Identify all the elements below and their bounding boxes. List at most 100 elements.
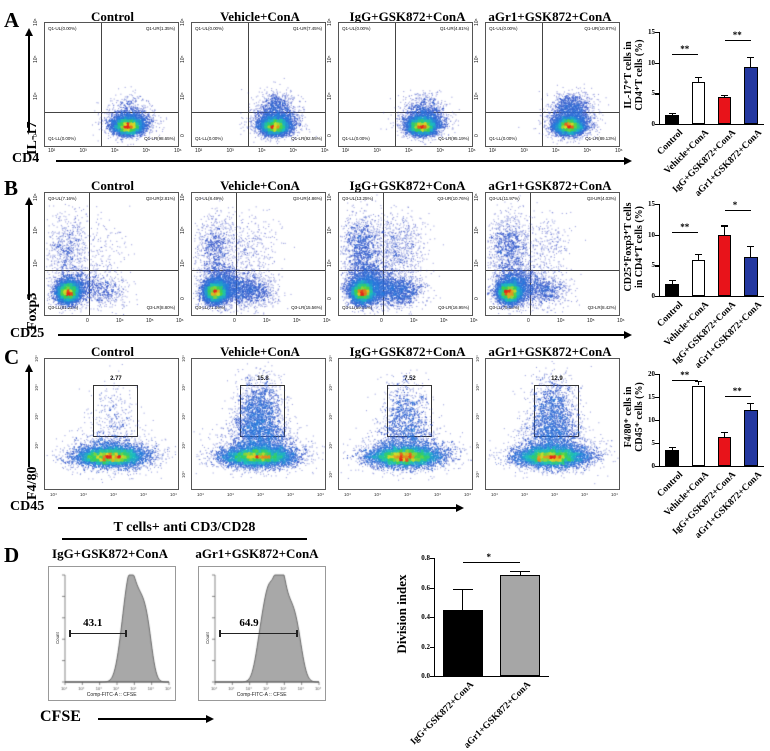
chart-y-tick [655,93,659,95]
panel-b-x-tick: 10⁶ [176,318,184,324]
panel-c-y-tick: 10⁴ [328,384,333,391]
chart-bar [665,114,679,124]
chart-y-axis [434,558,436,677]
panel-b-x-tick: 0 [380,318,383,324]
panel-b-y-tick: 0 [327,297,333,300]
panel-c-y-tick: 10⁴ [475,471,480,478]
panel-b-x-tick: 10⁵ [587,318,595,324]
chart-error-bar [697,77,699,83]
flow-dot-cloud [192,359,325,489]
chart-bar [717,97,732,124]
chart-error-bar [697,253,699,261]
panel-c-x-tick: 10⁴ [170,492,177,497]
chart-y-tick [430,558,434,560]
panel-c-x-arrow [58,507,458,509]
chart-error-bar [750,402,752,411]
chart-y-tick-label: 0 [651,120,656,128]
histogram-marker-line [69,632,126,635]
panel-b-column-title-2: IgG+GSK872+ConA [349,178,466,193]
panel-a-x-tick: 10⁴ [405,148,413,154]
panel-a-x-tick: 10² [48,148,56,154]
panel-c-x-tick: 10⁴ [344,492,351,497]
chart-significance-stars: * [732,200,738,210]
panel-b-x-tick: 10⁴ [263,318,271,324]
panel-a-y-tick: 0 [474,134,480,137]
panel-a-y-arrow [28,36,30,131]
panel-b-x-tick: 10⁶ [323,318,331,324]
panel-b-y-tick: 10⁶ [180,193,186,201]
chart-bar [744,410,758,466]
panel-a-y-tick: 10⁶ [327,18,333,26]
histogram-marker-cap-right [296,629,298,637]
chart-y-tick [655,466,659,468]
panel-c-column-title-1: Vehicle+ConA [220,344,300,359]
panel-b-x-tick: 10⁶ [470,318,478,324]
chart-error-cap [668,113,676,115]
panel-b-x-tick: 10⁶ [617,318,625,324]
panel-a-x-tick: 10⁴ [111,148,119,154]
panel-c-y-tick: 10⁴ [475,355,480,362]
panel-b-y-arrowhead [25,197,33,205]
chart-significance-line [672,232,699,234]
chart-y-tick-label: 0 [651,292,656,300]
panel-d-histogram-0: 43.1 Comp-FITC-A :: CFSE Count [48,566,176,701]
chart-error-cap [721,431,729,434]
chart-error-cap [747,56,755,58]
chart-significance-line [724,40,751,42]
panel-c-x-tick: 10⁴ [404,492,411,497]
chart-error-bar [750,245,752,258]
chart-y-tick-label: 0.6 [421,583,430,592]
panel-a-x-tick: 10⁴ [258,148,266,154]
panel-b-y-tick: 10⁵ [180,226,186,234]
panel-c-y-tick: 10⁴ [34,471,39,478]
chart-y-tick-label: 5 [651,261,656,270]
panel-b-x-tick: 0 [233,318,236,324]
chart-y-tick-label: 10 [648,230,655,239]
chart-error-cap [694,380,702,382]
panel-a-flow-plot-3: Q1-UL(0.00%)Q1-UR(10.87%)Q1-LL(0.00%)Q1-… [485,22,620,147]
chart-error-cap [747,245,755,247]
panel-c-flow-plot-2: 7.52 [338,358,473,490]
panel-a-x-tick: 10³ [520,148,528,154]
panel-a-x-tick: 10³ [226,148,234,154]
panel-b-y-arrow [28,205,30,300]
panel-a-y-axis-label: IL-17 [25,121,40,155]
chart-y-axis-label: IL-17⁺T cells in [623,41,634,109]
flow-dot-cloud [192,23,325,146]
flow-dot-cloud [45,359,178,489]
chart-error-cap [452,588,473,591]
chart-significance-stars: ** [680,370,690,380]
chart-y-axis-label: CD4⁺T cells (%) [634,39,645,111]
chart-y-tick [655,296,659,298]
chart-bar [717,234,732,296]
panel-c-y-tick: 10⁴ [34,413,39,420]
chart-category-label: IgG+GSK872+ConA [408,680,476,747]
panel-a-x-tick: 10⁶ [174,148,182,154]
bar-chart-d: 0.0 0.2 0.4 0.6 0.8 * IgG+GSK872+ConA aGr1+GSK8… [390,536,555,751]
panel-b-x-tick: 10⁵ [293,318,301,324]
panel-d-header-rule [62,538,307,540]
panel-c-y-tick: 10⁴ [328,442,333,449]
chart-error-cap [694,77,702,79]
chart-y-tick [430,646,434,648]
panel-b-flow-plot-1: Q3-UL(8.49%)Q3-UR(4.86%)Q3-LL(71.09%)Q3-… [191,192,326,316]
panel-c-x-tick: 10⁴ [374,492,381,497]
chart-significance-line [672,380,699,382]
chart-y-tick [655,204,659,206]
panel-a-column-title-3: aGr1+GSK872+ConA [488,9,612,24]
panel-b-x-axis-label: CD25 [10,326,45,341]
panel-c-y-tick: 10⁴ [475,413,480,420]
chart-y-tick-label: 0.8 [421,554,430,562]
panel-b-x-arrow [58,334,626,336]
panel-b-column-title-3: aGr1+GSK872+ConA [488,178,612,193]
panel-a-flow-plot-2: Q1-UL(0.00%)Q1-UR(4.81%)Q1-LL(0.00%)Q1-L… [338,22,473,147]
panel-a-y-tick: 10⁵ [33,55,39,63]
panel-b-x-tick: 10⁴ [410,318,418,324]
bar-chart-b: 0 5 10 15 ** * Control Vehicle+ConA IgG+GSK872+C… [623,186,770,371]
chart-error-bar [750,56,752,67]
panel-c-column-title-3: aGr1+GSK872+ConA [488,344,612,359]
histogram-y-axis-label: Count [205,632,210,645]
panel-b-x-tick: 10⁵ [146,318,154,324]
chart-bar [442,609,483,676]
chart-bar [665,283,679,296]
